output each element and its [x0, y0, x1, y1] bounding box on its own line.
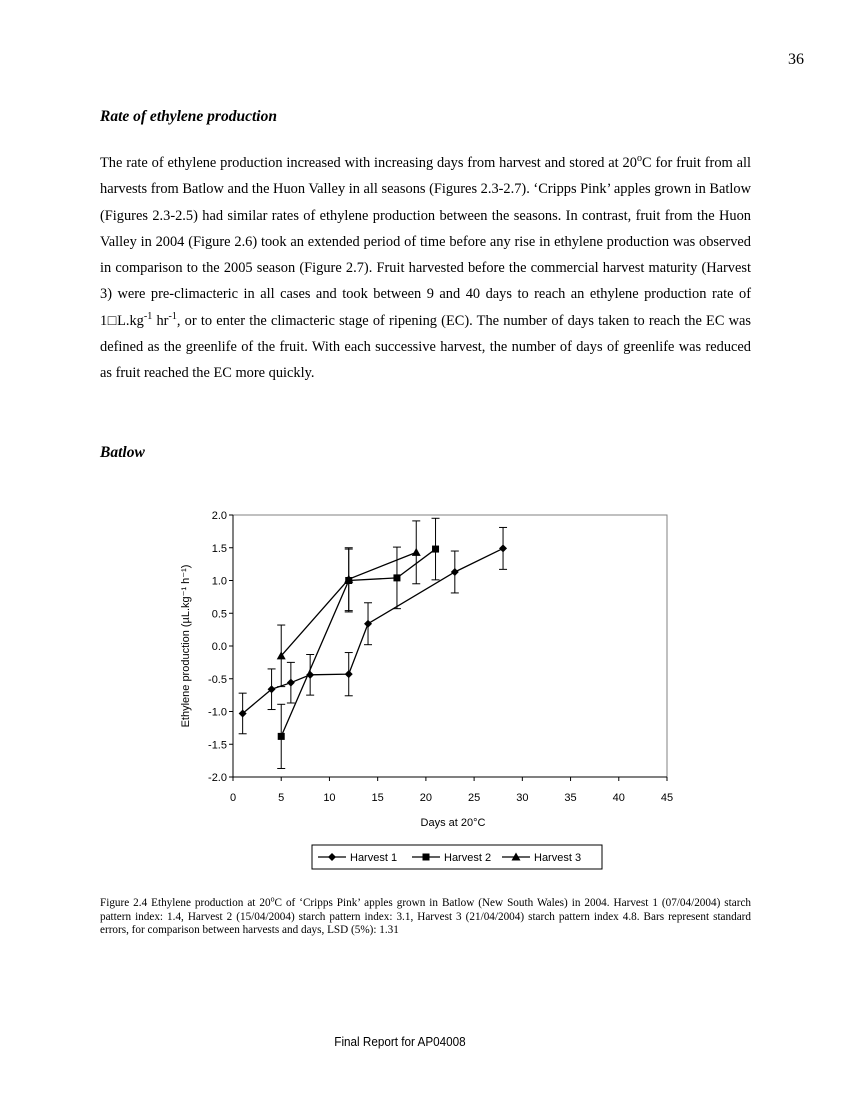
plot-area-frame [232, 514, 668, 778]
x-tick-label: 15 [372, 792, 384, 804]
data-point [344, 670, 353, 679]
chart-ticks: 0 5 10 15 20 25 30 35 40 45 2.0 1.5 1.0 0.5 0.0 -0.5 -1.… [208, 510, 673, 804]
data-point [344, 574, 354, 583]
data-point [432, 545, 440, 553]
caption-text-run: Figure 2.4 Ethylene production at 20 [100, 897, 271, 909]
y-tick-label: 2.0 [212, 510, 227, 522]
y-tick-label: -1.5 [208, 739, 227, 751]
x-tick-label: 25 [468, 792, 480, 804]
data-point [364, 619, 373, 628]
caption-text-run: C of ‘Cripps Pink’ apples grown in Batlo… [100, 897, 752, 936]
x-tick-label: 0 [230, 792, 236, 804]
y-axis-label: Ethylene production (µL.kg⁻¹ h⁻¹) [180, 565, 192, 728]
data-point [286, 678, 295, 687]
chart-legend: Harvest 1 Harvest 2 Harvest 3 [311, 844, 603, 870]
x-axis-label: Days at 20°C [421, 817, 486, 829]
legend-marker [328, 853, 336, 861]
paragraph-text-run: The rate of ethylene production increase… [100, 155, 637, 171]
paragraph-superscript: o [636, 153, 642, 165]
chart-axes [232, 514, 668, 778]
y-tick-label: 0.0 [212, 641, 227, 653]
legend-box [311, 844, 603, 870]
page-number: 36 [788, 51, 804, 68]
subheading-batlow: Batlow [100, 444, 145, 461]
legend-marker [422, 853, 430, 861]
figure-caption: Figure 2.4 Ethylene production at 20oC o… [100, 894, 752, 938]
data-point [393, 574, 401, 582]
paragraph-text-run: , or to enter the climacteric stage of r… [100, 312, 751, 382]
x-tick-label: 35 [564, 792, 576, 804]
y-tick-label: -0.5 [208, 674, 227, 686]
paragraph-text-run: hr [152, 312, 169, 329]
body-paragraph: The rate of ethylene production increase… [100, 150, 751, 387]
data-point [267, 685, 276, 694]
legend-label: Harvest 1 [350, 852, 397, 864]
legend-label: Harvest 2 [444, 852, 491, 864]
legend-label: Harvest 3 [534, 852, 581, 864]
paragraph-text-run: C for fruit from all harvests from Batlo… [100, 155, 751, 329]
series-harvest-1 [238, 526, 508, 735]
series-harvest-3 [276, 520, 421, 688]
data-point [276, 651, 286, 660]
x-tick-label: 40 [613, 792, 625, 804]
x-tick-label: 45 [661, 792, 673, 804]
y-tick-label: 1.5 [212, 543, 227, 555]
data-point [450, 567, 459, 576]
x-tick-label: 30 [516, 792, 528, 804]
y-tick-label: -1.0 [208, 707, 227, 719]
section-heading: Rate of ethylene production [100, 108, 277, 125]
paragraph-superscript: -1 [143, 310, 153, 322]
ethylene-line-chart: 0 5 10 15 20 25 30 35 40 45 2.0 1.5 1.0 0.5 0.0 -0.5 -1.… [180, 510, 673, 870]
page-footer: Final Report for AP04008 [334, 1034, 466, 1049]
series-line [280, 548, 436, 737]
y-tick-label: 1.0 [212, 576, 227, 588]
legend-marker [511, 852, 521, 861]
x-tick-label: 10 [323, 792, 335, 804]
paragraph-superscript: -1 [168, 310, 177, 322]
y-tick-label: 0.5 [212, 608, 227, 620]
data-point [238, 709, 247, 718]
data-point [499, 544, 508, 553]
chart-series [238, 517, 508, 769]
y-tick-label: -2.0 [208, 772, 227, 784]
data-point [277, 732, 285, 740]
series-line [242, 547, 504, 714]
x-tick-label: 5 [278, 792, 284, 804]
caption-superscript: o [270, 894, 275, 904]
x-tick-label: 20 [420, 792, 432, 804]
data-point [411, 547, 421, 556]
